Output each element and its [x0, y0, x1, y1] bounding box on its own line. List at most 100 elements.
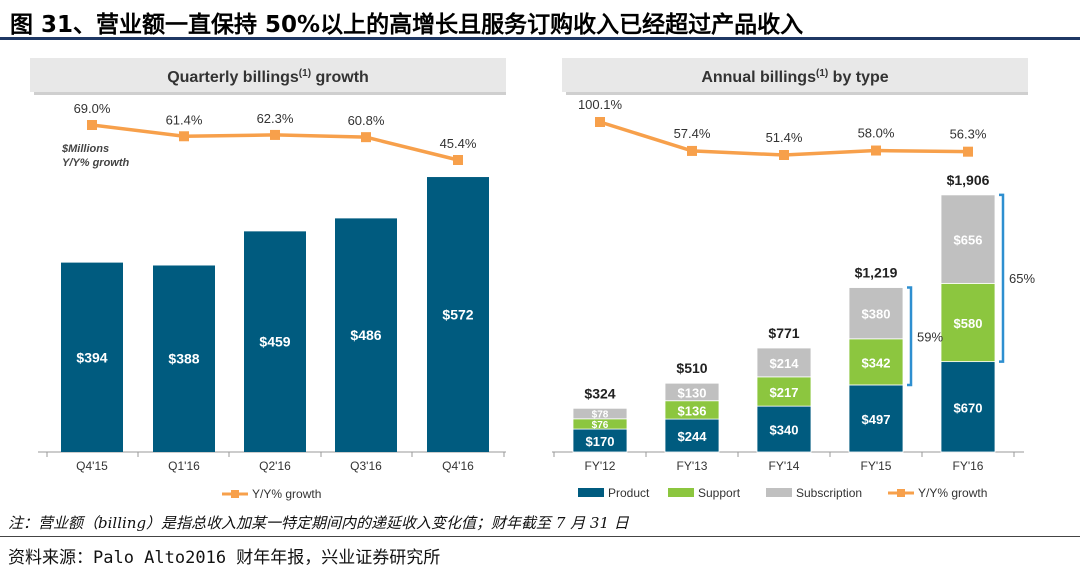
- segment-value-label: $340: [770, 423, 799, 438]
- growth-point: [779, 150, 789, 160]
- growth-label: 61.4%: [166, 112, 203, 127]
- legend-growth-marker: [897, 489, 905, 497]
- share-bracket-label: 59%: [917, 329, 943, 344]
- growth-point: [270, 129, 280, 140]
- bar-product-FY'16: [940, 361, 996, 453]
- chart-title-superscript: (1): [299, 68, 311, 79]
- source-note: 资料来源：Palo Alto2016 财年年报，兴业证券研究所: [8, 548, 441, 568]
- title-bar: 图 31、营业额一直保持 50%以上的高增长且服务订购收入已经超过产品收入: [0, 0, 1080, 40]
- segment-value-label: $217: [770, 385, 799, 400]
- bar-value-label: $394: [76, 349, 107, 365]
- bar-subscription-FY'13: [664, 382, 720, 402]
- x-tick-label: Q2'16: [259, 459, 291, 473]
- bar-Q1'16: [153, 265, 215, 452]
- growth-point: [687, 145, 697, 156]
- growth-label: 57.4%: [674, 126, 711, 141]
- bar-Q2'16: [244, 231, 306, 452]
- chart-title-suffix: by type: [828, 69, 889, 86]
- segment-value-label: $656: [954, 233, 983, 248]
- growth-label: 45.4%: [440, 136, 477, 151]
- growth-point: [871, 145, 881, 156]
- x-tick-label: FY'15: [861, 459, 892, 473]
- segment-value-label: $342: [862, 355, 891, 370]
- total-label: $324: [584, 385, 615, 401]
- segment-value-label: $244: [678, 429, 708, 444]
- chart-header-box: [30, 58, 506, 92]
- legend-growth-marker: [231, 490, 239, 498]
- segment-value-label: $170: [586, 434, 615, 449]
- bar-support-FY'16: [940, 282, 996, 363]
- legend-label-support: Support: [698, 486, 741, 500]
- chart-title: Quarterly billings(1) growth: [167, 68, 369, 86]
- bar-subscription-FY'16: [940, 194, 996, 284]
- growth-label: 62.3%: [257, 111, 294, 126]
- growth-label: 100.1%: [578, 97, 623, 112]
- legend-growth-label: Y/Y% growth: [252, 487, 321, 501]
- bar-support-FY'15: [848, 338, 904, 386]
- chart-header-shadow: [566, 92, 1028, 95]
- bar-support-FY'14: [756, 376, 812, 407]
- bar-product-FY'14: [756, 405, 812, 453]
- bar-value-label: $486: [350, 327, 381, 343]
- legend-swatch-support: [668, 488, 694, 497]
- segment-value-label: $76: [592, 420, 609, 431]
- segment-value-label: $136: [678, 403, 707, 418]
- growth-point: [963, 146, 973, 157]
- segment-value-label: $380: [862, 307, 891, 322]
- charts-canvas: Quarterly billings(1) growth$394Q4'15$38…: [30, 58, 1035, 501]
- chart-header-box: [562, 58, 1028, 92]
- share-bracket: [907, 286, 913, 387]
- x-tick-label: FY'13: [677, 459, 708, 473]
- total-label: $1,906: [947, 172, 990, 188]
- share-bracket-label: 65%: [1009, 271, 1035, 286]
- chart-title-main: Annual billings: [701, 69, 816, 86]
- growth-label: 56.3%: [950, 127, 987, 142]
- growth-point: [87, 120, 97, 130]
- figure-title: 图 31、营业额一直保持 50%以上的高增长且服务订购收入已经超过产品收入: [10, 12, 804, 38]
- bar-value-label: $572: [442, 307, 473, 323]
- segment-value-label: $580: [954, 316, 983, 331]
- segment-value-label: $214: [770, 356, 800, 371]
- bar-Q4'16: [427, 177, 489, 452]
- total-label: $510: [676, 360, 707, 376]
- chart-title-superscript: (1): [816, 68, 828, 79]
- footnote: 注：营业额（billing）是指总收入加某一特定期间内的递延收入变化值；财年截至…: [8, 514, 629, 532]
- legend-growth-label: Y/Y% growth: [918, 486, 987, 500]
- legend-label-product: Product: [608, 486, 650, 500]
- chart-header-shadow: [34, 92, 506, 95]
- bar-subscription-FY'12: [572, 407, 628, 420]
- growth-label: 51.4%: [766, 130, 803, 145]
- x-tick-label: Q3'16: [350, 459, 382, 473]
- bar-subscription-FY'15: [848, 287, 904, 340]
- x-tick-label: Q4'16: [442, 459, 474, 473]
- bar-value-label: $459: [259, 334, 290, 350]
- chart-title-suffix: growth: [311, 69, 369, 86]
- chart-title: Annual billings(1) by type: [701, 68, 888, 86]
- separator-line: [0, 536, 1080, 537]
- legend-swatch-subscription: [766, 488, 792, 497]
- segment-value-label: $130: [678, 385, 707, 400]
- growth-point: [361, 132, 371, 143]
- growth-label: 69.0%: [74, 101, 111, 116]
- growth-label: 60.8%: [348, 113, 385, 128]
- share-bracket: [999, 193, 1005, 363]
- x-tick-label: FY'14: [769, 459, 800, 473]
- chart-title-main: Quarterly billings: [167, 69, 299, 86]
- growth-point: [595, 117, 605, 127]
- legend-label-subscription: Subscription: [796, 486, 862, 500]
- bar-Q3'16: [335, 218, 397, 452]
- x-tick-label: Q4'15: [76, 459, 108, 473]
- total-label: $1,219: [855, 265, 898, 281]
- x-tick-label: Q1'16: [168, 459, 200, 473]
- growth-point: [179, 131, 189, 142]
- bar-product-FY'15: [848, 384, 904, 453]
- x-tick-label: FY'16: [953, 459, 984, 473]
- growth-label: 58.0%: [858, 126, 895, 141]
- segment-value-label: $670: [954, 400, 983, 415]
- total-label: $771: [768, 325, 799, 341]
- segment-value-label: $497: [862, 412, 891, 427]
- growth-point: [453, 155, 463, 165]
- units-label: $Millions: [61, 143, 109, 155]
- bar-Q4'15: [61, 262, 123, 452]
- x-tick-label: FY'12: [585, 459, 616, 473]
